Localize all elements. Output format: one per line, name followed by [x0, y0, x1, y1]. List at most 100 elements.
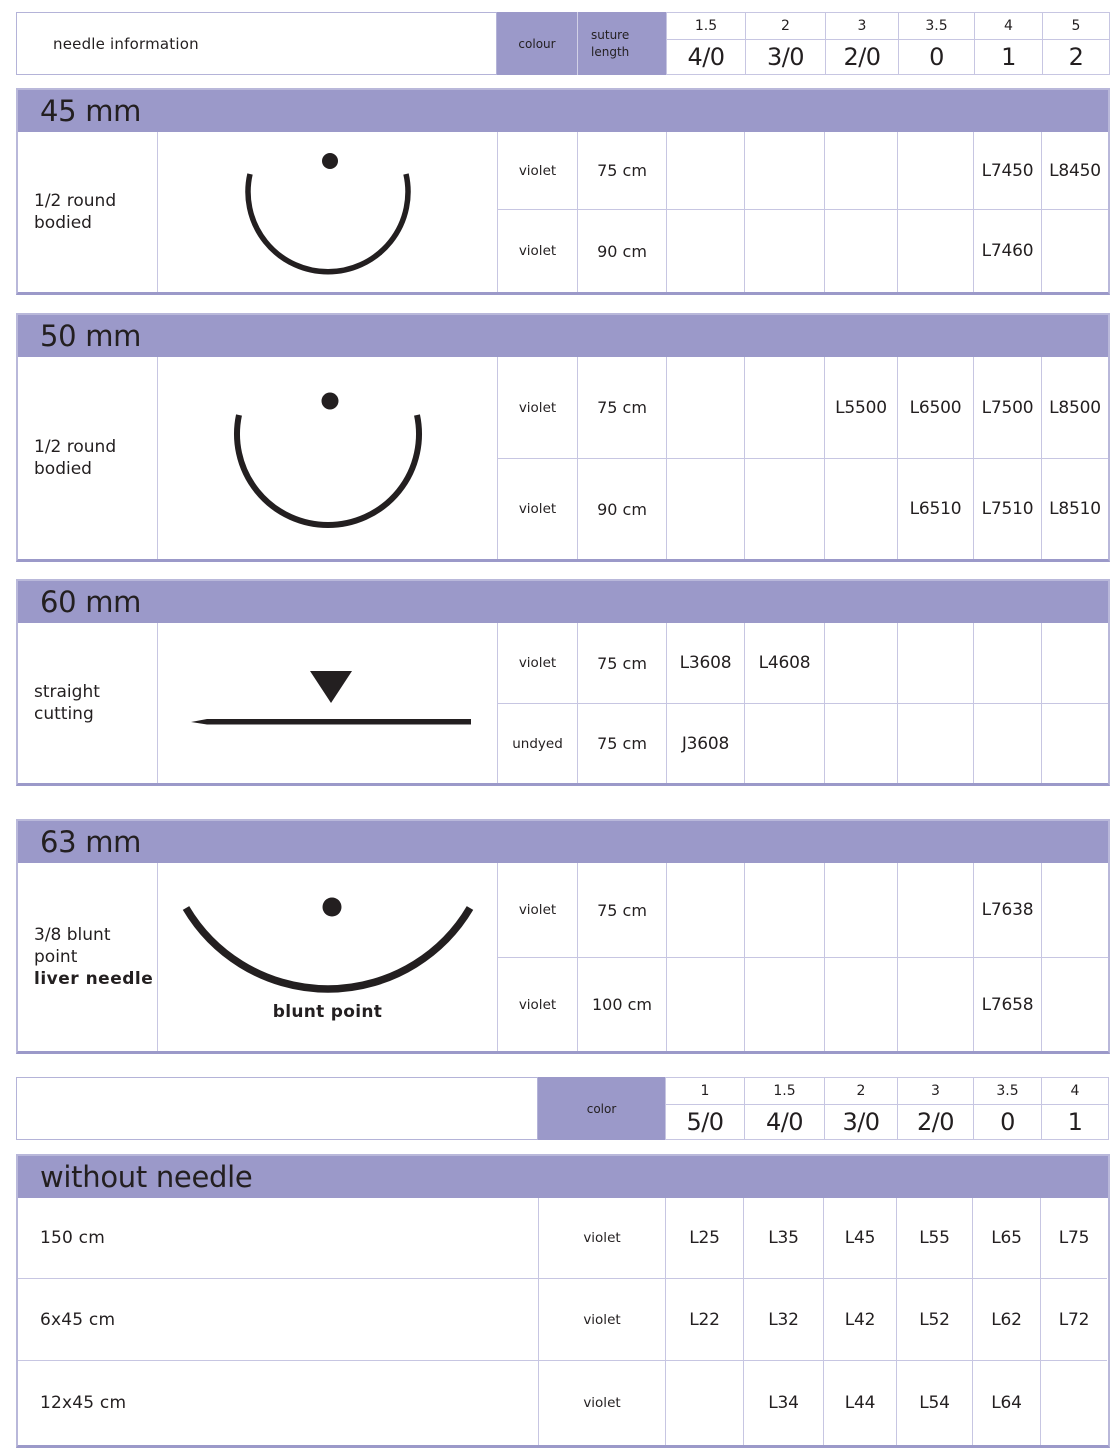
size-column: 1.5 4/0: [667, 13, 745, 74]
product-code-cell: L32: [743, 1278, 823, 1360]
section-title: 60 mm: [40, 585, 142, 619]
usp-size: 0: [1000, 1108, 1015, 1136]
product-code-cell: [744, 209, 824, 292]
metric-size: 3: [826, 13, 898, 40]
product-code-cell: [665, 1360, 743, 1445]
product-code-cell: L6510: [897, 458, 973, 559]
suture-length-cell: 75 cm: [577, 132, 666, 209]
product-code-cell: L6500: [897, 357, 973, 458]
section-title: 50 mm: [40, 319, 142, 353]
suture-length-cell: 75 cm: [577, 863, 666, 957]
size-column: 1.5 4/0: [744, 1078, 824, 1139]
product-code-cell: L4608: [744, 623, 824, 703]
product-code-cell: L45: [823, 1198, 896, 1278]
section-header: 63 mm: [18, 821, 1108, 863]
length-label-cell: 6x45 cm: [18, 1278, 538, 1360]
half-circle-needle-icon: [233, 392, 422, 528]
usp-size: 1: [1001, 43, 1016, 71]
color-cell: violet: [538, 1360, 665, 1445]
product-code-cell: [824, 209, 897, 292]
product-code-cell: L8450: [1041, 132, 1108, 209]
needle-image-cell: blunt point: [157, 863, 497, 1051]
usp-size: 2: [1068, 43, 1084, 71]
suture-length-cell: 75 cm: [577, 357, 666, 458]
size-column: 3 2/0: [825, 13, 898, 74]
product-code-cell: L34: [743, 1360, 823, 1445]
color-cell: violet: [538, 1278, 665, 1360]
product-code-cell: [824, 623, 897, 703]
size-column: 2 3/0: [824, 1078, 897, 1139]
usp-size: 4/0: [687, 43, 725, 71]
product-code-cell: [666, 863, 744, 957]
product-code-cell: [824, 132, 897, 209]
color-cell: violet: [538, 1198, 665, 1278]
section-header: 60 mm: [18, 581, 1108, 623]
suture-length-cell: 100 cm: [577, 957, 666, 1051]
product-code-cell: [897, 863, 973, 957]
size-column: 3.5 0: [973, 1078, 1041, 1139]
section-50mm: 50 mm 1/2 round bodied violet 75 cm L550…: [16, 313, 1110, 562]
product-code-cell: [897, 703, 973, 783]
product-code-cell: L7450: [973, 132, 1041, 209]
metric-size: 4: [975, 13, 1042, 40]
section-title: without needle: [40, 1160, 253, 1194]
straight-cutting-needle-icon: [190, 671, 471, 725]
section-without-needle: without needle 150 cm violet L25 L35 L45…: [16, 1154, 1110, 1448]
colour-cell: violet: [497, 357, 577, 458]
metric-size: 5: [1043, 13, 1109, 40]
size-column: 3 2/0: [897, 1078, 973, 1139]
product-code-cell: [666, 132, 744, 209]
product-code-cell: [973, 703, 1041, 783]
product-code-cell: [897, 132, 973, 209]
colour-cell: violet: [497, 132, 577, 209]
product-code-cell: L42: [823, 1278, 896, 1360]
product-code-cell: [824, 703, 897, 783]
product-code-cell: L8510: [1041, 458, 1108, 559]
needle-type-label: 3/8 blunt point liver needle: [34, 924, 154, 990]
section-title: 63 mm: [40, 825, 142, 859]
half-circle-needle-icon: [244, 153, 411, 275]
section-header: 50 mm: [18, 315, 1108, 357]
section-45mm: 45 mm 1/2 round bodied violet 75 cm L745…: [16, 88, 1110, 295]
product-code-cell: L65: [972, 1198, 1040, 1278]
product-code-cell: L35: [743, 1198, 823, 1278]
metric-size: 1.5: [667, 13, 745, 40]
suture-length-cell: 90 cm: [577, 209, 666, 292]
product-code-cell: L52: [896, 1278, 972, 1360]
size-column: 3.5 0: [898, 13, 974, 74]
product-code-cell: [744, 132, 824, 209]
needle-information-box: needle information: [16, 12, 497, 75]
straight-needle-body: [190, 719, 471, 725]
product-code-cell: [824, 458, 897, 559]
metric-size: 4: [1042, 1078, 1108, 1105]
metric-size: 3.5: [899, 13, 974, 40]
usp-size: 3/0: [766, 43, 805, 71]
product-code-cell: L72: [1040, 1278, 1107, 1360]
product-code-cell: [1041, 957, 1108, 1051]
needle-swage-dot-icon: [321, 153, 338, 169]
product-code-cell: [666, 209, 744, 292]
suture-length-cell: 90 cm: [577, 458, 666, 559]
product-code-cell: L7638: [973, 863, 1041, 957]
usp-size: 4/0: [765, 1108, 804, 1136]
metric-size: 3.5: [974, 1078, 1041, 1105]
metric-size: 2: [746, 13, 825, 40]
needle-information-label: needle information: [53, 34, 199, 53]
needle-image-cell: [157, 132, 497, 292]
product-code-cell: L54: [896, 1360, 972, 1445]
section-63mm: 63 mm 3/8 blunt point liver needle blunt…: [16, 819, 1110, 1054]
size-column: 2 3/0: [745, 13, 825, 74]
product-code-cell: L25: [665, 1198, 743, 1278]
product-code-cell: [1041, 623, 1108, 703]
product-code-cell: [1040, 1360, 1107, 1445]
metric-size: 3: [898, 1078, 973, 1105]
needle-type-label: 1/2 round bodied: [34, 190, 117, 233]
product-code-cell: J3608: [666, 703, 744, 783]
section-header: without needle: [18, 1156, 1108, 1198]
product-code-cell: L7510: [973, 458, 1041, 559]
product-code-cell: [1041, 863, 1108, 957]
